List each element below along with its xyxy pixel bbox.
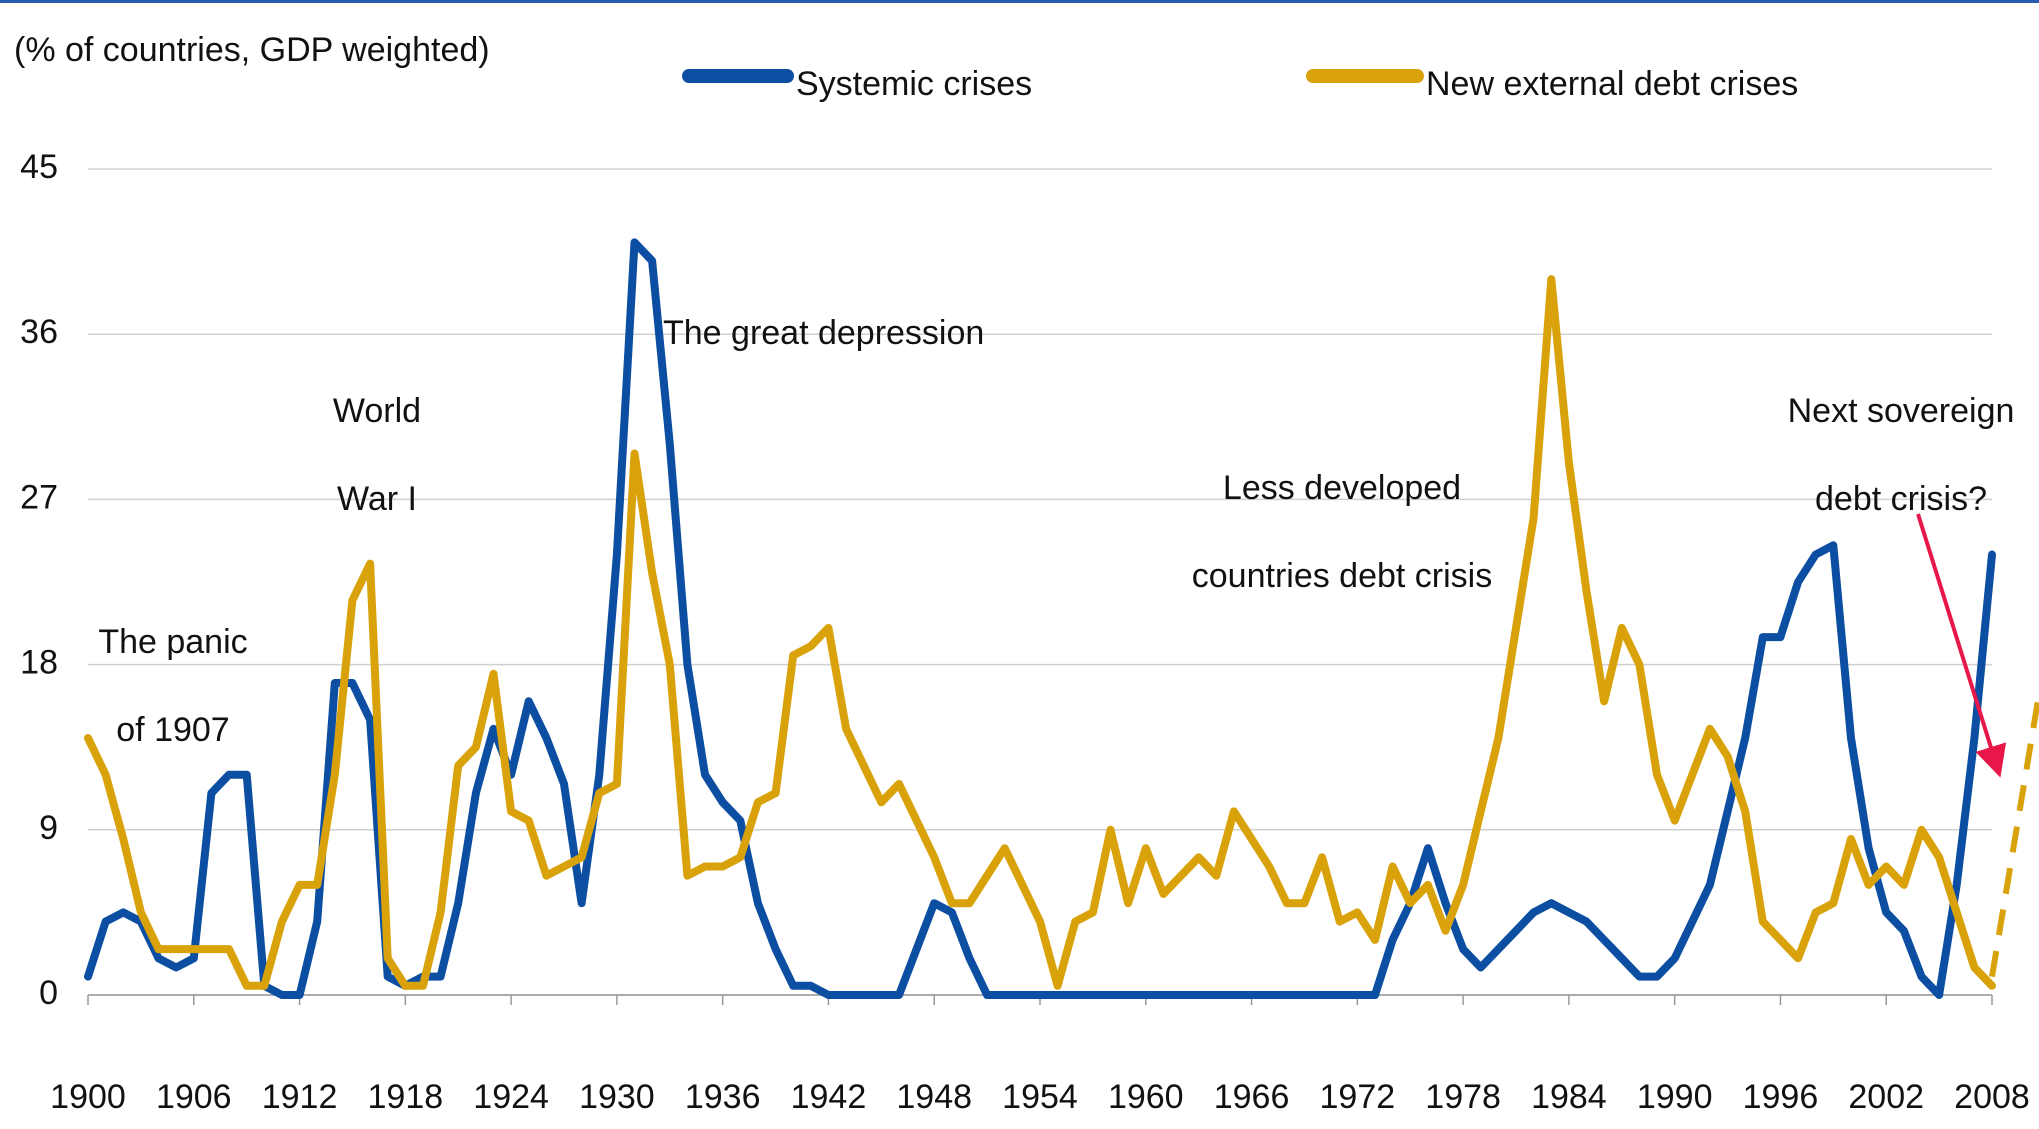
y-tick-label: 9 [39, 809, 58, 847]
annotation: The great depression [663, 314, 984, 352]
x-tick-label: 1924 [473, 1078, 549, 1116]
x-tick-label: 1972 [1320, 1078, 1396, 1116]
annotation: of 1907 [116, 711, 229, 749]
x-tick-label: 2002 [1848, 1078, 1924, 1116]
legend-label: New external debt crises [1426, 65, 1798, 103]
x-tick-label: 1936 [685, 1078, 761, 1116]
annotation: The panic [98, 623, 247, 661]
annotation: Next sovereign [1788, 392, 2015, 430]
x-tick-label: 2008 [1954, 1078, 2030, 1116]
x-tick-label: 1966 [1214, 1078, 1290, 1116]
x-tick-label: 1984 [1531, 1078, 1607, 1116]
y-tick-label: 0 [39, 974, 58, 1012]
projection-line [1989, 700, 2039, 978]
x-tick-label: 1906 [156, 1078, 232, 1116]
x-tick-label: 1918 [368, 1078, 444, 1116]
x-tick-label: 1900 [50, 1078, 126, 1116]
y-tick-label: 18 [20, 644, 58, 682]
annotation: World [333, 392, 421, 430]
annotation: debt crisis? [1815, 480, 1987, 518]
annotation: War I [337, 480, 417, 518]
chart-title: (% of countries, GDP weighted) [14, 31, 490, 69]
x-tick-label: 1942 [791, 1078, 867, 1116]
annotation: Less developed [1223, 469, 1461, 507]
annotation: countries debt crisis [1192, 557, 1492, 595]
legend-label: Systemic crises [796, 65, 1032, 103]
series-line [84, 275, 1996, 990]
x-tick-label: 1912 [262, 1078, 338, 1116]
x-tick-label: 1960 [1108, 1078, 1184, 1116]
y-tick-label: 36 [20, 313, 58, 351]
annotation-arrow [1916, 513, 2007, 778]
x-tick-label: 1954 [1002, 1078, 1078, 1116]
x-tick-label: 1930 [579, 1078, 655, 1116]
y-tick-label: 27 [20, 478, 58, 516]
x-tick-label: 1996 [1743, 1078, 1819, 1116]
x-tick-label: 1948 [896, 1078, 972, 1116]
y-tick-label: 45 [20, 148, 58, 186]
top-border [0, 0, 2039, 3]
x-tick-label: 1990 [1637, 1078, 1713, 1116]
x-tick-label: 1978 [1425, 1078, 1501, 1116]
